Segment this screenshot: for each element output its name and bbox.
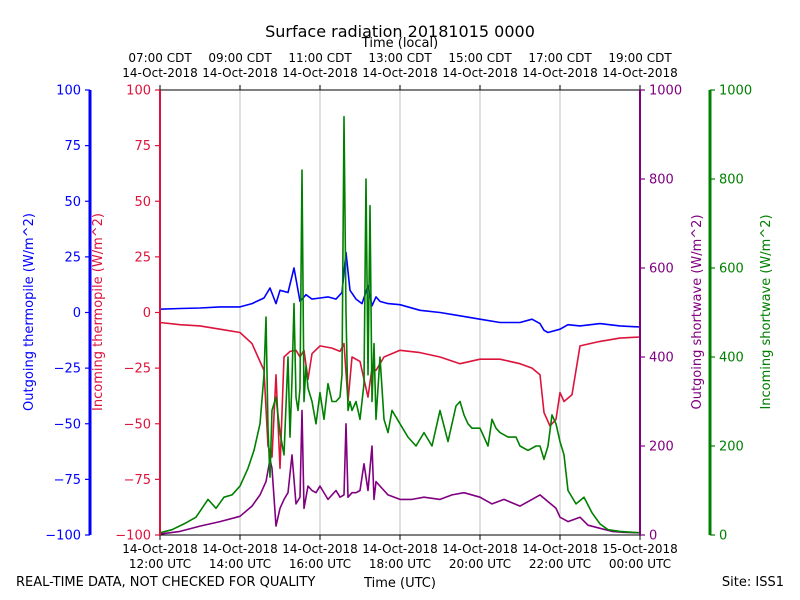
outgoing-thermopile-tick-label: −100 xyxy=(45,529,81,544)
x-top-tick-date: 14-Oct-2018 xyxy=(602,66,678,80)
outgoing-thermopile-axis-label: Outgoing thermopile (W/m^2) xyxy=(22,213,37,411)
x-bottom-tick-date: 14-Oct-2018 xyxy=(122,542,198,556)
x-bottom-tick-date: 15-Oct-2018 xyxy=(602,542,678,556)
x-bottom-tick-date: 14-Oct-2018 xyxy=(282,542,358,556)
outgoing-shortwave-tick-label: 800 xyxy=(649,173,674,188)
outgoing-thermopile-tick-label: 100 xyxy=(56,84,81,99)
x-top-tick-date: 14-Oct-2018 xyxy=(522,66,598,80)
outgoing-shortwave-line xyxy=(159,409,641,535)
series-layer xyxy=(159,115,641,535)
incoming-shortwave-tick-label: 600 xyxy=(719,262,744,277)
outgoing-shortwave-tick-label: 600 xyxy=(649,262,674,277)
grid-lines xyxy=(239,90,561,535)
x-bottom-tick-time: 22:00 UTC xyxy=(529,557,591,571)
x-top-tick-time: 11:00 CDT xyxy=(288,51,352,65)
outgoing-thermopile-tick-label: −25 xyxy=(54,362,81,377)
outgoing-shortwave-tick-label: 0 xyxy=(649,529,657,544)
x-top-tick-date: 14-Oct-2018 xyxy=(362,66,438,80)
x-bottom-tick-time: 14:00 UTC xyxy=(209,557,271,571)
x-bottom-tick-time: 16:00 UTC xyxy=(289,557,351,571)
outgoing-thermopile-tick-label: −75 xyxy=(54,473,81,488)
outgoing-thermopile-tick-label: 50 xyxy=(64,195,81,210)
incoming-shortwave-tick-label: 1000 xyxy=(719,84,752,99)
x-bottom-tick-date: 14-Oct-2018 xyxy=(522,542,598,556)
x-bottom-tick-time: 00:00 UTC xyxy=(609,557,671,571)
x-bottom-tick-date: 14-Oct-2018 xyxy=(442,542,518,556)
x-top-tick-date: 14-Oct-2018 xyxy=(282,66,358,80)
x-top-tick-time: 13:00 CDT xyxy=(368,51,432,65)
incoming-shortwave-line xyxy=(159,115,641,534)
outgoing-thermopile-tick-label: −50 xyxy=(54,417,81,432)
incoming-thermopile-tick-label: 75 xyxy=(134,139,151,154)
incoming-shortwave-tick-label: 800 xyxy=(719,173,744,188)
site-label: Site: ISS1 xyxy=(721,575,784,590)
incoming-thermopile-tick-label: −75 xyxy=(124,473,151,488)
ticks-layer: −100 −75 −50 −25 0 25 50 75 100 −100 −75 −50 −25 0 25 5… xyxy=(45,51,752,571)
x-bottom-tick-date: 14-Oct-2018 xyxy=(202,542,278,556)
top-axis-label: Time (local) xyxy=(361,36,438,51)
incoming-thermopile-tick-label: −50 xyxy=(124,417,151,432)
quality-footnote: REAL-TIME DATA, NOT CHECKED FOR QUALITY xyxy=(16,575,316,590)
incoming-shortwave-tick-label: 0 xyxy=(719,529,727,544)
incoming-thermopile-tick-label: 0 xyxy=(143,306,151,321)
x-top-tick-time: 07:00 CDT xyxy=(128,51,192,65)
x-top-tick-time: 17:00 CDT xyxy=(528,51,592,65)
incoming-thermopile-tick-label: −100 xyxy=(115,529,151,544)
x-top-tick-time: 09:00 CDT xyxy=(208,51,272,65)
x-bottom-tick-date: 14-Oct-2018 xyxy=(362,542,438,556)
x-top-tick-time: 15:00 CDT xyxy=(448,51,512,65)
outgoing-shortwave-tick-label: 400 xyxy=(649,351,674,366)
incoming-thermopile-tick-label: 100 xyxy=(126,84,151,99)
outgoing-shortwave-tick-label: 1000 xyxy=(649,84,682,99)
x-axis-label: Time (UTC) xyxy=(363,576,436,591)
chart-title: Surface radiation 20181015 0000 xyxy=(265,22,535,41)
x-bottom-tick-time: 20:00 UTC xyxy=(449,557,511,571)
x-bottom-tick-time: 12:00 UTC xyxy=(129,557,191,571)
x-top-tick-date: 14-Oct-2018 xyxy=(122,66,198,80)
incoming-thermopile-tick-label: −25 xyxy=(124,362,151,377)
outgoing-shortwave-axis-label: Outgoing shortwave (W/m^2) xyxy=(690,214,705,409)
outgoing-thermopile-tick-label: 25 xyxy=(64,250,81,265)
incoming-thermopile-tick-label: 50 xyxy=(134,195,151,210)
incoming-shortwave-tick-label: 400 xyxy=(719,351,744,366)
x-bottom-tick-time: 18:00 UTC xyxy=(369,557,431,571)
outgoing-thermopile-tick-label: 75 xyxy=(64,139,81,154)
x-top-tick-time: 19:00 CDT xyxy=(608,51,672,65)
incoming-thermopile-tick-label: 25 xyxy=(134,250,151,265)
outgoing-thermopile-tick-label: 0 xyxy=(73,306,81,321)
x-top-tick-date: 14-Oct-2018 xyxy=(202,66,278,80)
incoming-shortwave-axis-label: Incoming shortwave (W/m^2) xyxy=(759,214,774,409)
outgoing-thermopile-line xyxy=(159,251,641,334)
incoming-thermopile-axis-label: Incoming thermopile (W/m^2) xyxy=(91,213,106,411)
x-top-tick-date: 14-Oct-2018 xyxy=(442,66,518,80)
outgoing-shortwave-tick-label: 200 xyxy=(649,440,674,455)
incoming-shortwave-tick-label: 200 xyxy=(719,440,744,455)
